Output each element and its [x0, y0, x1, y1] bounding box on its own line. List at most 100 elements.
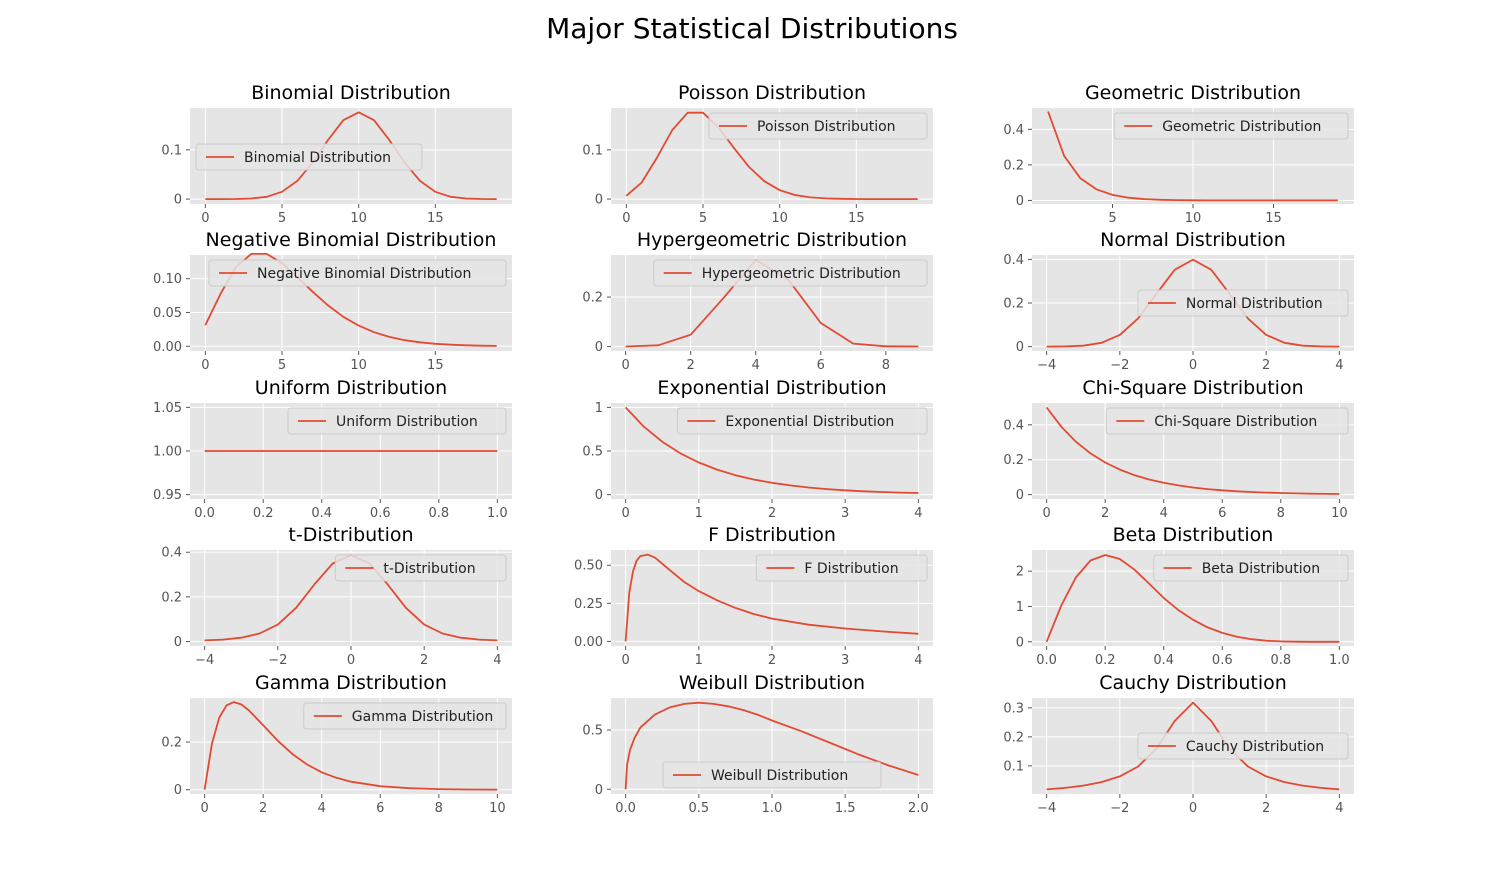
- legend: Gamma Distribution: [303, 702, 507, 730]
- x-tick-label: 0.8: [1270, 653, 1291, 668]
- legend-box: [208, 259, 507, 287]
- y-tick-label: 0.95: [153, 488, 182, 503]
- x-tick-label: 10: [1185, 211, 1202, 226]
- y-tick-label: 0.2: [582, 291, 603, 306]
- legend-box: [1113, 112, 1349, 140]
- x-tick-label: 0.6: [370, 506, 391, 521]
- subplot-13: 0 2 4 6 8 10 0 0.2 Gamma Distribution Gamma Distr…: [161, 672, 512, 816]
- subplot-title: Gamma Distribution: [255, 672, 447, 694]
- x-tick-label: 1.0: [1329, 653, 1350, 668]
- x-tick-label: 15: [427, 358, 444, 373]
- x-tick-label: 2.0: [908, 801, 929, 816]
- x-tick-label: 0: [200, 801, 208, 816]
- subplot-title: Chi-Square Distribution: [1082, 377, 1303, 399]
- series-line: [624, 406, 919, 494]
- x-tick-label: 1: [695, 653, 703, 668]
- subplot-5: 0 2 4 6 8 0 0.2 Hypergeometric Distribution Hype…: [582, 229, 933, 373]
- legend: Exponential Distribution: [676, 407, 928, 435]
- x-tick-label: 0.4: [311, 506, 332, 521]
- x-tick-label: 4: [1160, 506, 1168, 521]
- x-tick-label: 2: [420, 653, 428, 668]
- y-tick-label: 0: [174, 635, 182, 650]
- legend: Normal Distribution: [1137, 289, 1349, 317]
- y-tick-label: 1: [1016, 600, 1024, 615]
- y-tick-label: 0.2: [1003, 158, 1024, 173]
- subplot-11: 0 1 2 3 4 0.00 0.25 0.50 F Distribution F Distrib…: [574, 524, 933, 668]
- x-tick-label: 6: [376, 801, 384, 816]
- x-tick-label: 0: [201, 358, 209, 373]
- x-tick-label: 1.0: [762, 801, 783, 816]
- y-tick-label: 0.2: [1003, 453, 1024, 468]
- legend: Geometric Distribution: [1113, 112, 1349, 140]
- x-tick-label: 6: [817, 358, 825, 373]
- legend-box: [195, 143, 423, 171]
- x-tick-label: 10: [489, 801, 506, 816]
- legend-label: t-Distribution: [383, 561, 475, 577]
- series-line: [1047, 111, 1338, 202]
- x-tick-label: −2: [268, 653, 287, 668]
- x-tick-label: 1.5: [835, 801, 856, 816]
- legend: Beta Distribution: [1153, 554, 1349, 582]
- legend-label: Binomial Distribution: [244, 150, 391, 166]
- x-tick-label: −2: [1110, 358, 1129, 373]
- y-tick-label: 0.2: [161, 736, 182, 751]
- x-tick-label: −4: [1037, 358, 1056, 373]
- y-tick-label: 0: [1016, 635, 1024, 650]
- legend: Hypergeometric Distribution: [653, 259, 928, 287]
- x-tick-label: 2: [1262, 358, 1270, 373]
- legend-label: Poisson Distribution: [757, 119, 896, 135]
- subplot-10: −4 −2 0 2 4 0 0.2 0.4 t-Distribution t-Distributi…: [161, 524, 512, 668]
- x-tick-label: 0.6: [1212, 653, 1233, 668]
- series-line: [1046, 258, 1340, 348]
- legend: F Distribution: [755, 554, 928, 582]
- legend-label: Beta Distribution: [1202, 561, 1320, 577]
- x-tick-label: 1.0: [487, 506, 508, 521]
- x-tick-label: 0.2: [253, 506, 274, 521]
- subplot-6: −4 −2 0 2 4 0 0.2 0.4 Normal Distribution Normal …: [1003, 229, 1354, 373]
- y-tick-label: 0: [595, 783, 603, 798]
- legend-box: [287, 407, 507, 435]
- subplot-title: Hypergeometric Distribution: [637, 229, 907, 251]
- x-tick-label: 10: [350, 211, 367, 226]
- subplot-14: 0.0 0.5 1.0 1.5 2.0 0 0.5 Weibull Distribution W…: [582, 672, 933, 816]
- legend-label: Geometric Distribution: [1162, 119, 1321, 135]
- x-tick-label: 15: [848, 211, 865, 226]
- legend-label: F Distribution: [804, 561, 898, 577]
- legend-box: [334, 554, 507, 582]
- y-tick-label: 1: [595, 401, 603, 416]
- subplot-title: Poisson Distribution: [678, 82, 866, 104]
- subplot-title: Cauchy Distribution: [1099, 672, 1287, 694]
- y-tick-label: 2: [1016, 565, 1024, 580]
- x-tick-label: 10: [1331, 506, 1348, 521]
- legend-label: Hypergeometric Distribution: [702, 266, 901, 282]
- series-line: [1045, 406, 1340, 495]
- x-tick-label: 2: [259, 801, 267, 816]
- x-tick-label: 8: [435, 801, 443, 816]
- legend: Chi-Square Distribution: [1105, 407, 1349, 435]
- subplot-2: 0 5 10 15 0 0.1 Poisson Distribution Poisson Di…: [582, 82, 933, 226]
- x-tick-label: 0: [621, 358, 629, 373]
- y-tick-label: 0: [1016, 488, 1024, 503]
- subplot-title: Exponential Distribution: [657, 377, 886, 399]
- x-tick-label: 1: [695, 506, 703, 521]
- legend: Poisson Distribution: [708, 112, 928, 140]
- subplot-title: Normal Distribution: [1100, 229, 1286, 251]
- x-tick-label: 4: [493, 653, 501, 668]
- legend-box: [1105, 407, 1349, 435]
- subplot-12: 0.0 0.2 0.4 0.6 0.8 1.0 0 1 2 Beta Distribution Be…: [1016, 524, 1354, 668]
- legend: Uniform Distribution: [287, 407, 507, 435]
- y-tick-label: 0.05: [153, 306, 182, 321]
- x-tick-label: 5: [1108, 211, 1116, 226]
- x-tick-label: 0.0: [615, 801, 636, 816]
- x-tick-label: 0: [1189, 358, 1197, 373]
- y-tick-label: 1.05: [153, 401, 182, 416]
- y-tick-label: 0.2: [161, 590, 182, 605]
- legend: Negative Binomial Distribution: [208, 259, 507, 287]
- y-tick-label: 0: [1016, 340, 1024, 355]
- legend-box: [1153, 554, 1349, 582]
- legend-box: [755, 554, 928, 582]
- x-tick-label: 4: [914, 506, 922, 521]
- x-tick-label: 4: [752, 358, 760, 373]
- legend: Binomial Distribution: [195, 143, 423, 171]
- subplot-15: −4 −2 0 2 4 0.1 0.2 0.3 Cauchy Distribution Cauch…: [1003, 672, 1354, 816]
